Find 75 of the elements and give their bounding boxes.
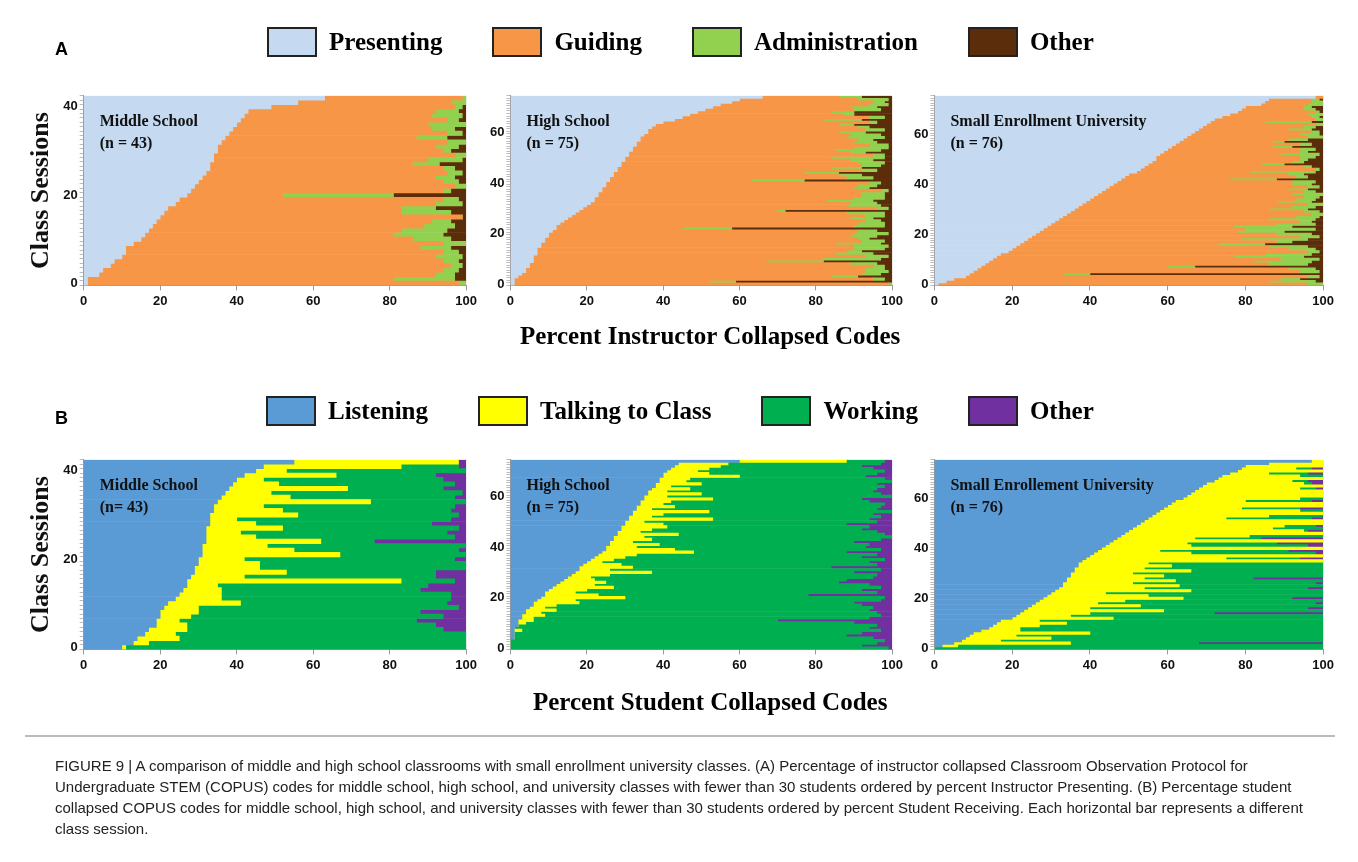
text: A	[55, 39, 68, 60]
x-tick-label: 80	[382, 656, 397, 672]
x-tick-label: 40	[229, 292, 244, 308]
y-tick-label: 20	[913, 589, 929, 605]
x-tick-label: 40	[1082, 656, 1098, 672]
x-tick-label: 20	[152, 292, 168, 308]
text: Middle School (n= 43)	[99, 475, 199, 516]
x-tick-label: 60	[732, 292, 747, 308]
x-tick-label: 40	[655, 292, 671, 308]
x-tick-label: 80	[808, 292, 824, 308]
x-tick-label: 40	[655, 656, 671, 672]
x-tick-label: 80	[1238, 656, 1253, 672]
y-tick-label: 20	[63, 550, 78, 566]
y-tick-label: 0	[70, 638, 78, 654]
legend-label: Talking to Class	[540, 397, 712, 425]
y-tick-label: 40	[63, 98, 78, 114]
x-tick-label: 100	[1312, 656, 1335, 672]
y-axis-title: Class Sessions	[25, 476, 55, 633]
x-tick-label: 100	[455, 656, 478, 672]
text: High School (n = 75)	[526, 111, 611, 152]
y-tick-label: 40	[489, 174, 505, 190]
x-tick-label: 0	[80, 656, 88, 672]
y-axis-title: Class Sessions	[25, 112, 55, 269]
x-tick-label: 60	[732, 656, 747, 672]
legend-label: Presenting	[329, 28, 443, 56]
x-tick-label: 100	[455, 292, 478, 308]
x-tick-label: 20	[579, 656, 595, 672]
y-tick-label: 20	[63, 186, 78, 202]
x-tick-label: 0	[80, 292, 88, 308]
y-tick-label: 60	[489, 124, 505, 140]
x-tick-label: 20	[1004, 656, 1020, 672]
x-tick-label: 80	[382, 292, 397, 308]
text: Middle School (n = 43)	[99, 111, 199, 152]
x-tick-label: 60	[305, 292, 321, 308]
y-tick-label: 60	[489, 488, 505, 504]
x-tick-label: 100	[1312, 292, 1335, 308]
y-tick-label: 40	[63, 462, 78, 478]
y-tick-label: 0	[921, 639, 929, 655]
y-tick-label: 0	[497, 275, 505, 291]
y-tick-label: 60	[913, 126, 929, 142]
legend-label: Administration	[753, 28, 918, 56]
x-tick-label: 20	[579, 292, 595, 308]
x-tick-label: 80	[808, 656, 824, 672]
text: B	[55, 408, 68, 429]
y-tick-label: 20	[489, 225, 505, 241]
y-tick-label: 20	[489, 589, 505, 605]
y-tick-label: 0	[921, 275, 929, 291]
x-tick-label: 60	[1160, 292, 1175, 308]
caption: FIGURE 9 | A comparison of middle and high school classrooms with small enrollment university classes. (A) Percentage of instructor collapsed Classroom Observation Protocol for Undergraduate STEM (COPUS) codes for middle school, high school, and university classes with fewer than 30 students ordered by percent Instructor Presenting. (B) Percentage student collapsed COPUS codes for middle school, high school, and university classes with fewer than 30 students ordered by percent Student Receiving. Each horizontal bar represents a different class session.	[55, 756, 1304, 839]
x-axis-title: Percent Student Collapsed Codes	[533, 688, 888, 716]
x-axis-title: Percent Instructor Collapsed Codes	[520, 322, 901, 350]
y-tick-label: 20	[913, 225, 929, 241]
y-tick-label: 40	[489, 538, 505, 554]
x-tick-label: 100	[881, 656, 904, 672]
y-tick-label: 0	[70, 274, 78, 290]
legend-label: Listening	[328, 397, 429, 425]
x-tick-label: 100	[881, 292, 904, 308]
y-tick-label: 40	[913, 175, 929, 191]
text: Small Enrollment University (n = 76)	[950, 111, 1147, 152]
legend-label: Other	[1029, 28, 1094, 56]
text: High School (n = 75)	[526, 475, 611, 516]
y-tick-label: 40	[913, 539, 929, 555]
legend-label: Working	[823, 397, 918, 425]
x-tick-label: 40	[229, 656, 244, 672]
legend-label: Other	[1029, 397, 1094, 425]
text: Small Enrollement University (n = 76)	[950, 475, 1154, 516]
x-tick-label: 20	[1004, 292, 1020, 308]
x-tick-label: 60	[305, 656, 321, 672]
x-tick-label: 40	[1082, 292, 1098, 308]
x-tick-label: 80	[1238, 292, 1253, 308]
legend-label: Guiding	[554, 28, 642, 56]
y-tick-label: 60	[913, 490, 929, 506]
x-tick-label: 20	[152, 656, 168, 672]
y-tick-label: 0	[497, 639, 505, 655]
x-tick-label: 60	[1160, 656, 1175, 672]
